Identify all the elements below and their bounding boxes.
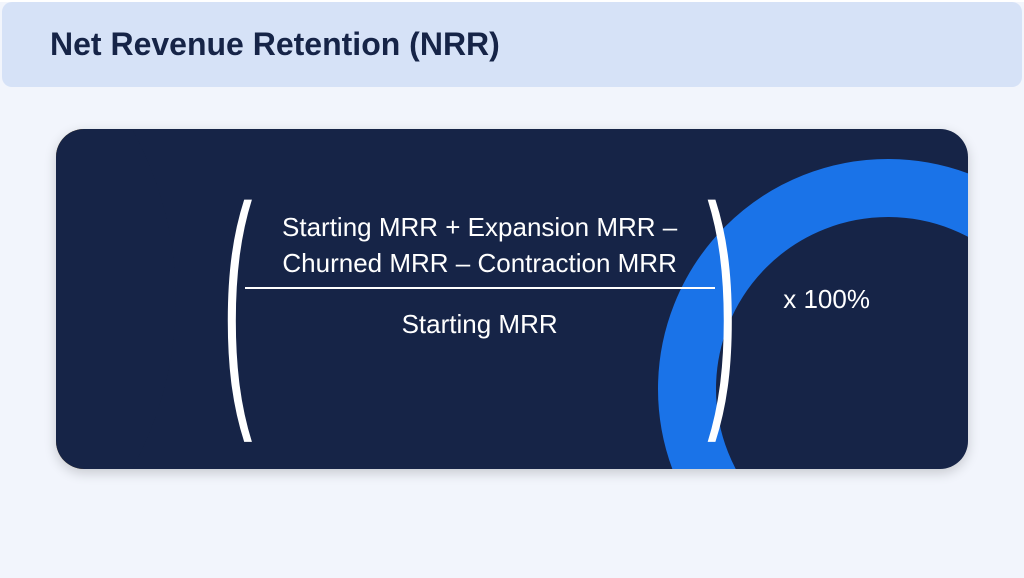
page: Net Revenue Retention (NRR) ( Starting M… — [0, 2, 1024, 578]
multiplier: x 100% — [783, 284, 870, 315]
right-paren-icon: ) — [707, 169, 737, 429]
page-title: Net Revenue Retention (NRR) — [50, 26, 974, 63]
formula-card: ( Starting MRR + Expansion MRR – Churned… — [56, 129, 968, 469]
denominator: Starting MRR — [402, 289, 558, 388]
content-area: ( Starting MRR + Expansion MRR – Churned… — [0, 89, 1024, 509]
fraction: Starting MRR + Expansion MRR – Churned M… — [245, 210, 715, 387]
numerator: Starting MRR + Expansion MRR – Churned M… — [245, 210, 715, 286]
formula: ( Starting MRR + Expansion MRR – Churned… — [56, 129, 968, 469]
title-bar: Net Revenue Retention (NRR) — [2, 2, 1022, 87]
left-paren-icon: ( — [222, 169, 252, 429]
